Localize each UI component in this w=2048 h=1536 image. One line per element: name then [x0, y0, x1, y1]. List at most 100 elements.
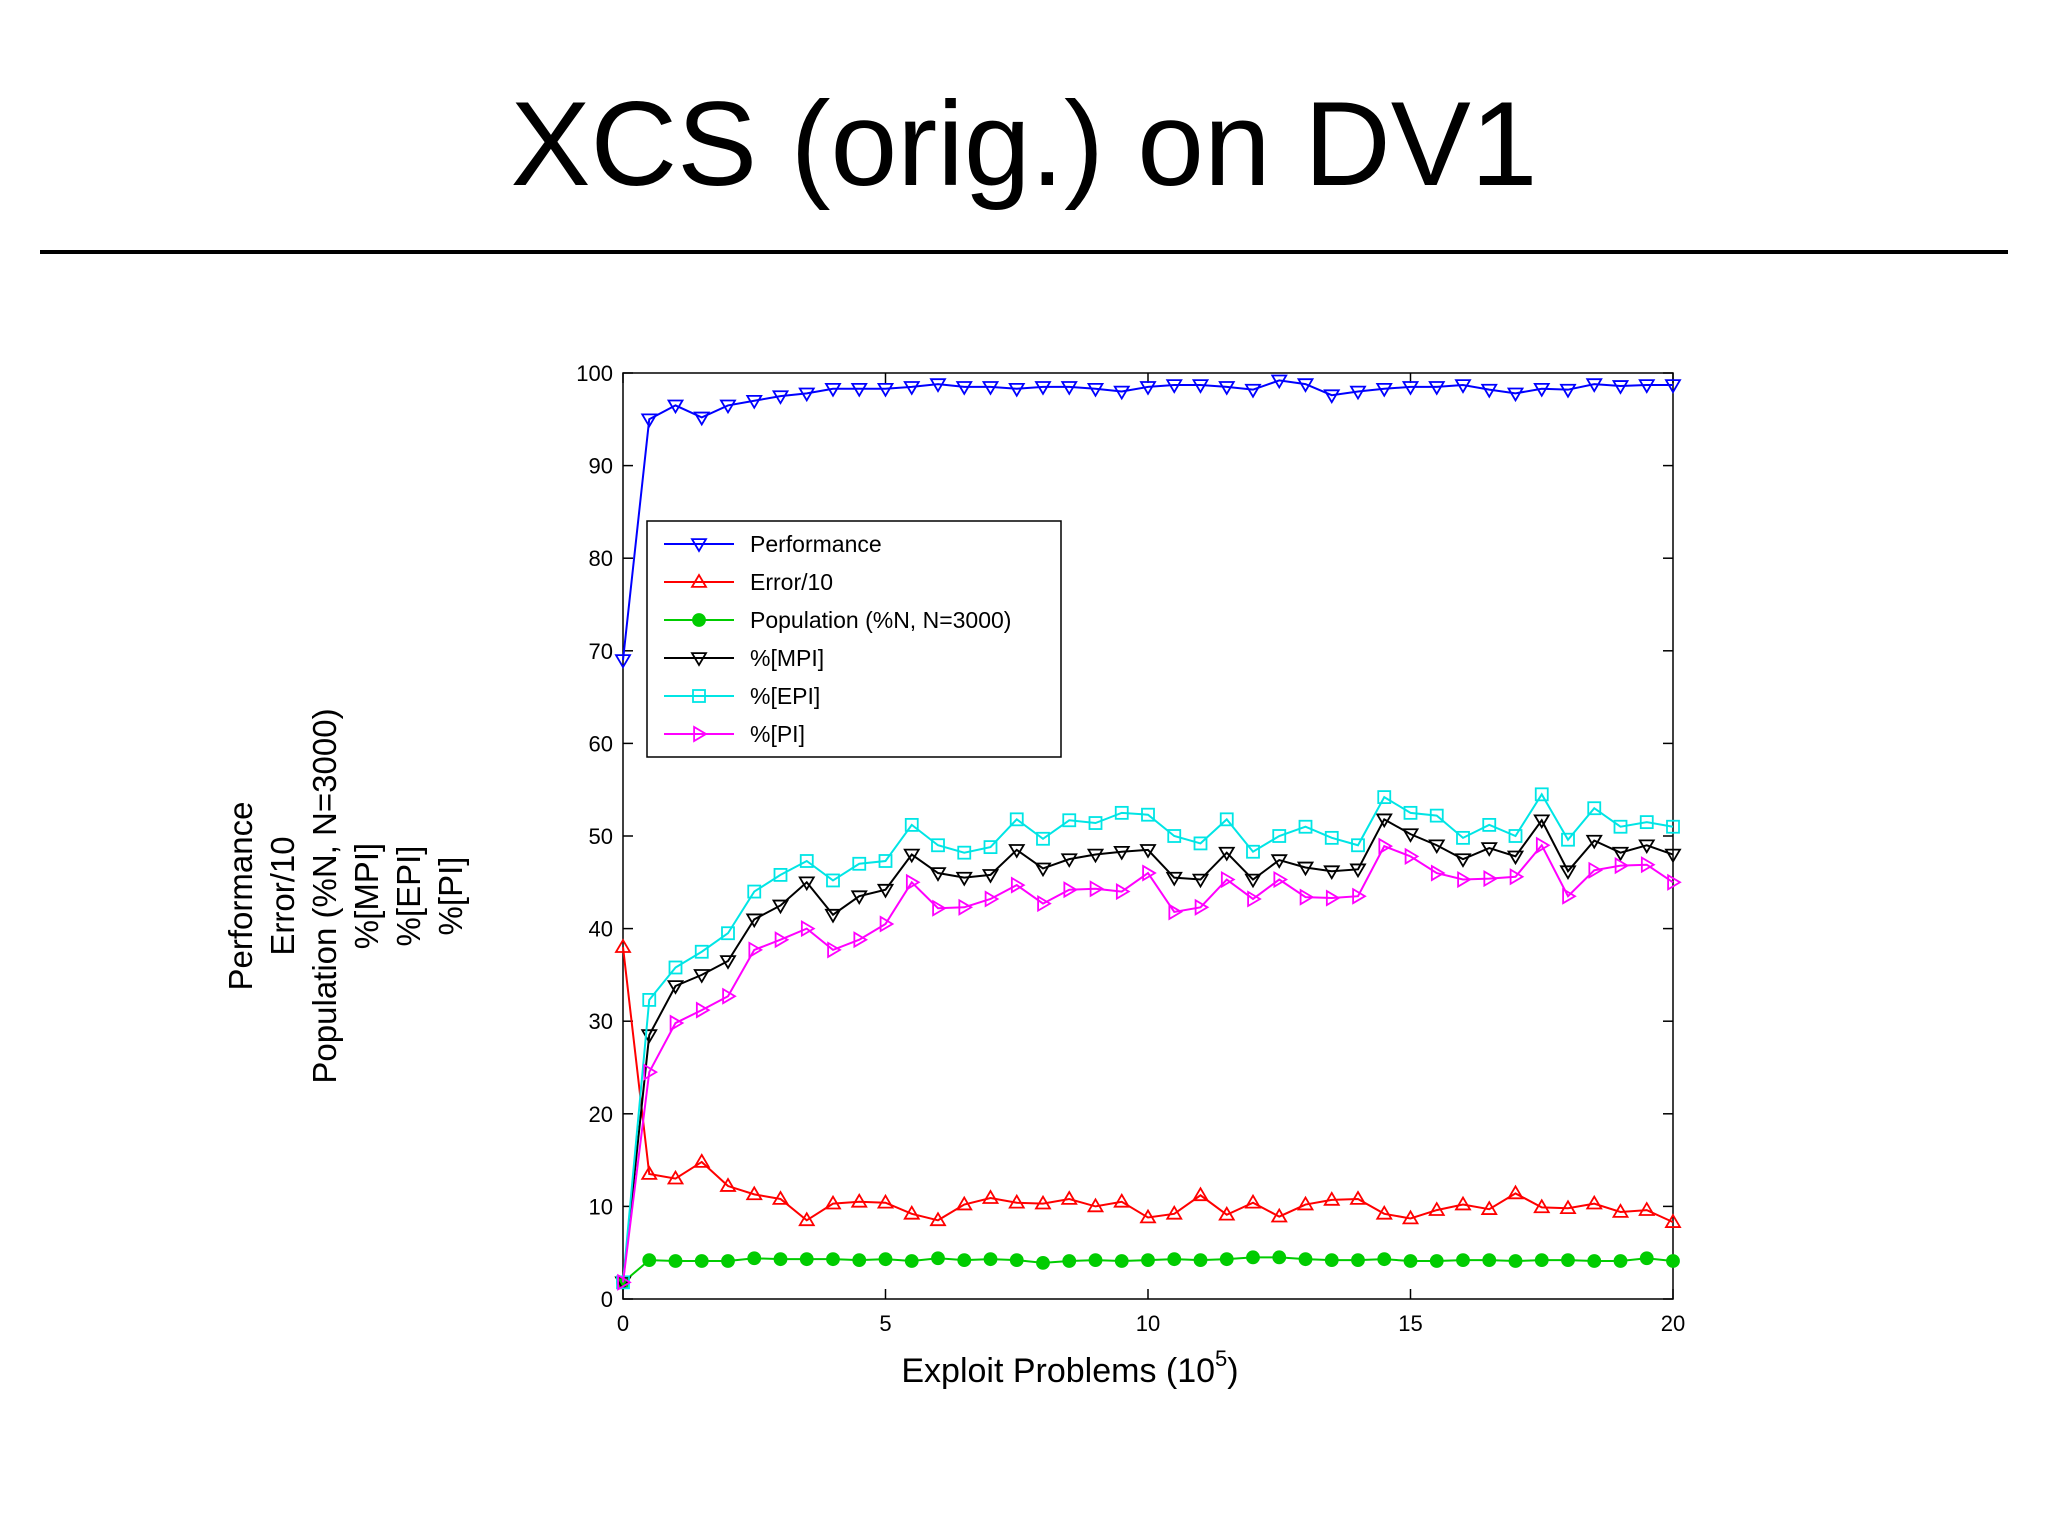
data-point — [1139, 1208, 1157, 1224]
data-point — [931, 838, 945, 853]
data-point — [747, 884, 762, 899]
data-point — [1506, 1184, 1525, 1200]
data-point — [1165, 379, 1183, 394]
data-point — [1323, 1191, 1341, 1206]
data-point — [1219, 812, 1234, 827]
data-point — [878, 1252, 893, 1267]
data-point — [903, 381, 921, 396]
data-point — [640, 413, 658, 429]
data-point — [773, 1252, 788, 1267]
data-point — [852, 1253, 867, 1268]
axes: 0 5 10 15 20 0 10 20 30 40 50 60 70 80 90 100 — [576, 361, 1685, 1336]
data-point — [1508, 1254, 1523, 1268]
y-tick-label: 60 — [589, 731, 613, 756]
data-point — [1638, 1201, 1656, 1216]
data-point — [1349, 385, 1367, 401]
data-point — [693, 411, 711, 427]
data-point — [1086, 382, 1105, 398]
data-point — [719, 1177, 737, 1192]
data-point — [1587, 1254, 1602, 1268]
data-point — [642, 1253, 657, 1268]
data-point — [1115, 882, 1131, 901]
data-point — [1218, 381, 1236, 396]
data-point — [695, 1001, 711, 1019]
data-point — [1246, 844, 1260, 859]
data-point — [1036, 831, 1050, 846]
data-point — [693, 1153, 711, 1168]
data-point — [1034, 381, 1052, 396]
data-point — [719, 399, 737, 415]
data-point — [1639, 815, 1654, 830]
data-point — [642, 993, 657, 1007]
data-point — [1535, 836, 1551, 854]
data-point — [1010, 876, 1026, 894]
data-point — [929, 378, 947, 393]
y-axis-label: Performance Error/10 Population (%N, N=300… — [222, 708, 469, 1083]
data-point — [1559, 865, 1577, 880]
data-point — [1533, 814, 1551, 830]
legend-swatch-marker — [690, 573, 708, 588]
data-point — [1377, 1252, 1392, 1267]
data-point — [1060, 853, 1078, 868]
data-point — [1167, 829, 1182, 843]
legend-label: %[MPI] — [750, 645, 824, 671]
data-point — [955, 381, 973, 396]
data-point — [1298, 1252, 1313, 1267]
data-point — [1324, 830, 1339, 845]
data-point — [722, 987, 737, 1005]
data-point — [876, 1193, 895, 1209]
data-point — [1429, 808, 1444, 823]
data-point — [1036, 1255, 1050, 1270]
data-point — [1167, 1252, 1182, 1267]
y-tick-label: 70 — [589, 639, 613, 664]
y-axis-label-line: Population (%N, N=3000) — [306, 708, 343, 1083]
y-tick-label: 40 — [589, 917, 613, 942]
series-line — [622, 817, 1674, 1283]
data-point — [878, 854, 893, 868]
data-point — [1611, 846, 1630, 862]
series-2 — [616, 1250, 1680, 1290]
x-axis-label-exponent: 5 — [1215, 1346, 1227, 1371]
data-point — [1299, 888, 1315, 906]
data-point — [1664, 379, 1682, 394]
data-point — [693, 969, 711, 984]
y-tick-label: 100 — [576, 361, 613, 386]
data-point — [1375, 382, 1393, 398]
slide-title: XCS (orig.) on DV1 — [510, 77, 1538, 211]
legend-entry: %[PI] — [664, 721, 805, 747]
data-point — [1375, 1205, 1393, 1220]
data-point — [1244, 1193, 1262, 1209]
data-point — [694, 1254, 709, 1268]
data-point — [799, 1252, 814, 1267]
data-point — [905, 873, 921, 891]
data-point — [773, 867, 788, 882]
data-point — [643, 1063, 659, 1081]
legend-swatch-marker — [692, 613, 706, 627]
data-point — [1168, 903, 1184, 921]
data-point — [771, 1190, 790, 1205]
legend-swatch-marker — [692, 689, 706, 703]
series-4 — [616, 787, 1680, 1290]
data-point — [1613, 1254, 1628, 1268]
x-tick-label: 0 — [617, 1311, 629, 1336]
data-point — [1193, 1253, 1208, 1268]
data-point — [1008, 1193, 1026, 1209]
data-point — [1165, 1205, 1183, 1220]
data-point — [1060, 381, 1078, 396]
data-point — [1062, 1254, 1077, 1268]
data-point — [931, 1251, 945, 1266]
legend-label: Performance — [750, 531, 882, 557]
series-line — [622, 792, 1674, 1283]
data-point — [1193, 836, 1208, 851]
legend-swatch-marker — [693, 725, 708, 743]
data-point — [983, 1252, 998, 1267]
data-point — [1218, 846, 1236, 862]
data-point — [1060, 1190, 1078, 1205]
data-point — [1533, 382, 1551, 398]
y-tick-label: 90 — [589, 454, 613, 479]
data-point — [614, 938, 632, 953]
data-point — [1352, 887, 1367, 905]
data-point — [1351, 1253, 1365, 1268]
series-3 — [614, 813, 1682, 1292]
data-point — [1585, 378, 1603, 393]
